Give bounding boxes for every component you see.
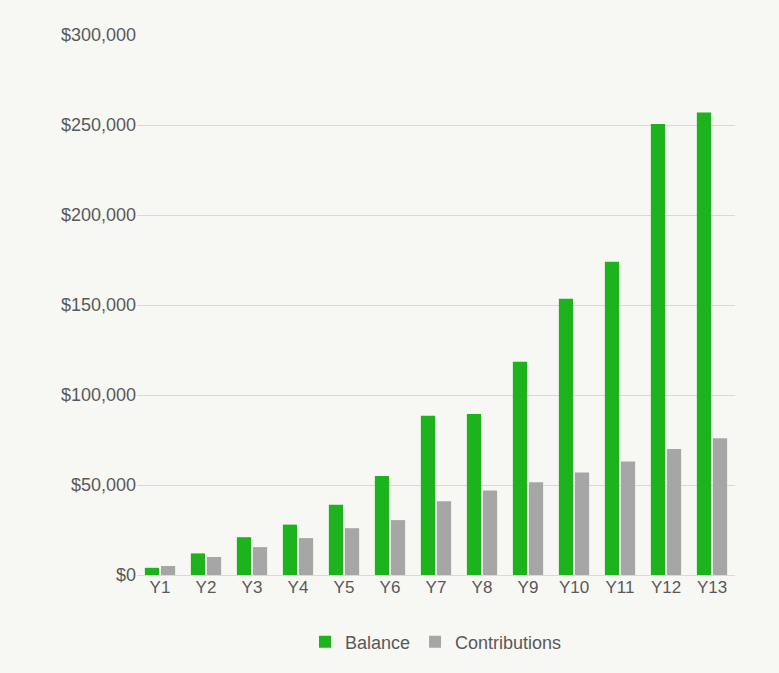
svg-text:Y4: Y4 bbox=[288, 578, 309, 597]
svg-text:$150,000: $150,000 bbox=[61, 295, 136, 315]
svg-text:Y12: Y12 bbox=[651, 578, 681, 597]
svg-text:Y13: Y13 bbox=[697, 578, 727, 597]
svg-text:Balance: Balance bbox=[345, 633, 410, 653]
svg-text:Y11: Y11 bbox=[606, 578, 635, 597]
svg-text:Y9: Y9 bbox=[518, 578, 539, 597]
svg-text:Y5: Y5 bbox=[334, 578, 355, 597]
svg-text:$0: $0 bbox=[116, 565, 136, 585]
svg-text:Y8: Y8 bbox=[472, 578, 493, 597]
svg-text:$300,000: $300,000 bbox=[61, 25, 136, 45]
svg-text:Y6: Y6 bbox=[380, 578, 401, 597]
svg-text:$250,000: $250,000 bbox=[61, 115, 136, 135]
svg-text:Y10: Y10 bbox=[559, 578, 589, 597]
svg-text:$200,000: $200,000 bbox=[61, 205, 136, 225]
svg-text:Y2: Y2 bbox=[196, 578, 217, 597]
svg-text:Contributions: Contributions bbox=[455, 633, 561, 653]
svg-text:$50,000: $50,000 bbox=[71, 475, 136, 495]
svg-text:Y7: Y7 bbox=[426, 578, 447, 597]
svg-text:Y3: Y3 bbox=[242, 578, 263, 597]
svg-text:$100,000: $100,000 bbox=[61, 385, 136, 405]
svg-text:Y1: Y1 bbox=[150, 578, 171, 597]
